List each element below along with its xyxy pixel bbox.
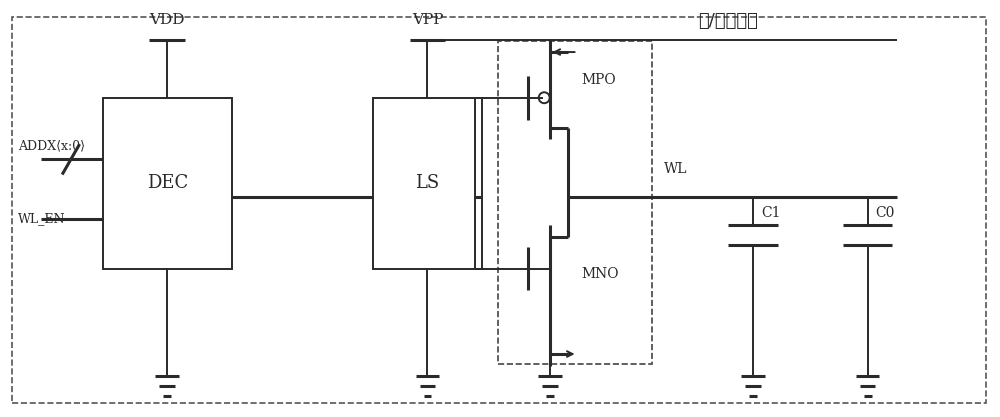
Text: LS: LS (415, 174, 440, 192)
Text: DEC: DEC (147, 174, 188, 192)
Text: VPP: VPP (412, 13, 443, 27)
Bar (373, 98, 482, 269)
Text: WL: WL (664, 162, 687, 176)
Text: 行/列解码器: 行/列解码器 (699, 12, 758, 30)
Text: WL_EN: WL_EN (18, 212, 66, 226)
Text: VDD: VDD (149, 13, 185, 27)
Bar (103, 98, 232, 269)
Text: MPO: MPO (581, 73, 616, 87)
Bar (498, 41, 652, 364)
Text: C0: C0 (875, 206, 895, 220)
Text: C1: C1 (761, 206, 781, 220)
Text: ADDX⟨x:0⟩: ADDX⟨x:0⟩ (18, 139, 85, 152)
Text: MNO: MNO (581, 266, 619, 281)
